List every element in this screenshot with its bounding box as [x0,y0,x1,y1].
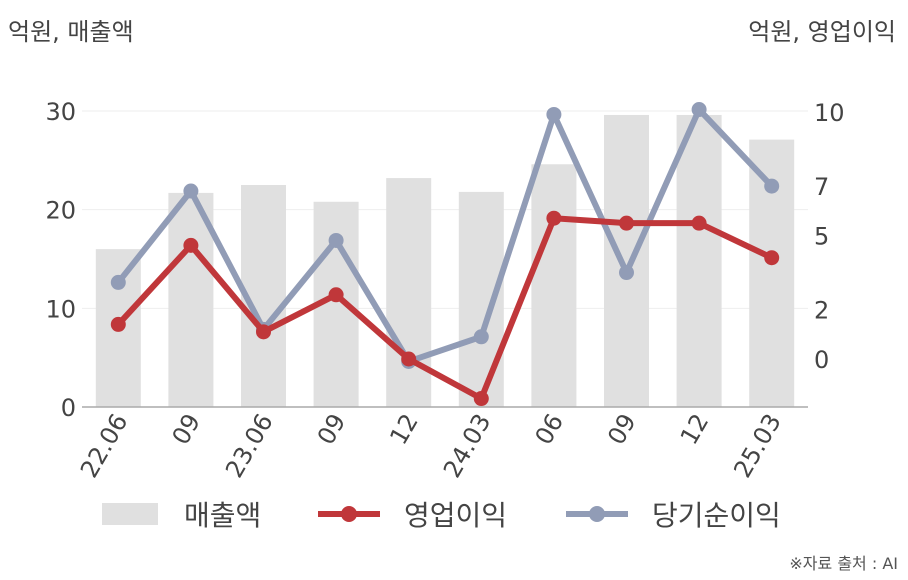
x-axis-tick-label: 09 [602,409,642,449]
operating-profit-point [691,215,707,231]
legend-item-revenue: 매출액 [102,490,261,538]
operating-profit-point [183,237,199,253]
legend-label-operating-profit: 영업이익 [404,499,508,532]
tick-labels: 0 10 20 30 0 2 5 7 10 22.06 09 23.06 09 12 24.03 06 09 12… [45,98,844,480]
x-axis-tick-label: 22.06 [75,409,134,480]
x-axis-tick-label: 12 [384,409,424,449]
legend-label-revenue: 매출액 [184,499,262,532]
x-axis-tick-label: 24.03 [438,409,497,480]
profit-lines [110,102,780,407]
combo-chart: 0 10 20 30 0 2 5 7 10 22.06 09 23.06 09 12 24.03 06 09 12… [45,98,844,480]
chart-legend: 매출액 영업이익 당기순이익 [0,490,908,538]
x-axis-tick-label: 25.03 [728,409,787,480]
x-axis-tick-label: 06 [530,409,570,449]
legend-item-net-income: 당기순이익 [566,490,781,538]
net-income-point [619,265,634,281]
net-income-point [764,178,780,194]
revenue-bar [604,114,649,408]
revenue-bar [386,178,432,407]
legend-label-net-income: 당기순이익 [652,499,781,532]
net-income-point [110,274,126,290]
operating-profit-point [619,215,634,231]
operating-profit-point [764,250,780,266]
source-note: ※자료 출처 : AI [789,554,898,573]
right-axis-tick-label: 10 [814,99,845,127]
operating-profit-point [328,287,344,303]
left-axis-tick-label: 10 [45,295,76,323]
revenue-bar [531,164,577,407]
revenue-bar [168,192,214,407]
net-income-point [473,329,489,345]
net-income-point [328,232,344,248]
operating-profit-point [256,324,271,340]
net-income-point [546,106,562,122]
revenue-bar [676,114,722,408]
operating-profit-point [110,316,126,332]
legend-item-operating-profit: 영업이익 [318,490,507,538]
x-axis-tick-label: 12 [675,409,715,449]
x-axis-tick-label: 09 [312,409,352,449]
legend-swatch-net-income [566,503,628,525]
operating-profit-point [546,210,562,226]
operating-profit-point [473,391,489,407]
left-axis-tick-label: 0 [61,394,76,422]
right-axis-tick-label: 5 [814,223,829,251]
right-axis-tick-label: 7 [814,173,829,201]
net-income-point [691,102,707,118]
net-income-point [183,183,199,199]
right-axis-tick-label: 2 [814,297,829,325]
net-income-line [115,106,775,365]
left-axis-unit-label: 억원, 매출액 [8,18,134,46]
right-axis-tick-label: 0 [814,346,829,374]
x-axis-tick-label: 23.06 [220,409,279,480]
right-axis-unit-label: 억원, 영업이익 [748,18,896,46]
left-axis-tick-label: 30 [45,98,76,126]
operating-profit-line [115,215,775,402]
legend-swatch-operating-profit [318,503,380,525]
revenue-bar [458,191,504,407]
left-axis-tick-label: 20 [45,197,76,225]
operating-profit-point [401,351,417,367]
legend-swatch-revenue [102,503,158,525]
x-axis-tick-label: 09 [167,409,207,449]
